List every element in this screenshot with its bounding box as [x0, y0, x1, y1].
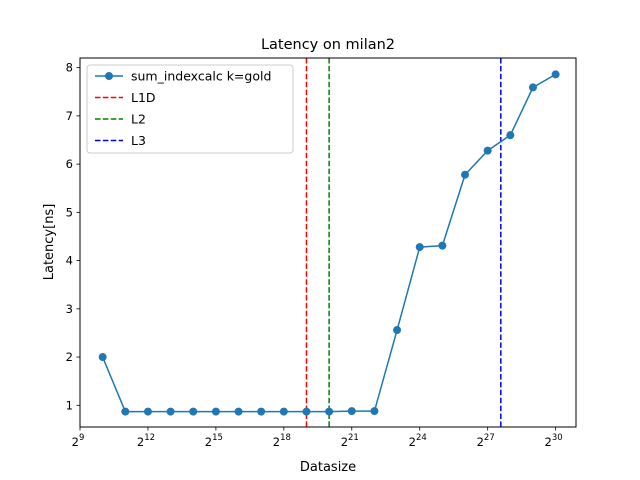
y-tick-label: 8: [66, 61, 73, 75]
y-tick-label: 1: [66, 398, 73, 412]
data-point: [143, 407, 152, 416]
data-point: [325, 407, 334, 416]
legend-label: L1D: [131, 90, 156, 105]
data-point: [370, 407, 379, 416]
data-point: [551, 70, 560, 79]
data-point: [347, 407, 356, 416]
x-tick-label: 29: [72, 433, 85, 449]
x-tick-label: 230: [545, 433, 563, 449]
data-point: [461, 170, 470, 179]
plot-area: [98, 58, 560, 427]
data-point: [393, 326, 402, 335]
legend-marker: [105, 72, 113, 80]
data-point: [211, 407, 220, 416]
y-axis-label: Latency[ns]: [42, 204, 57, 281]
x-axis-ticks: 29 212 215 218 221 224 227 230: [72, 427, 563, 449]
x-tick-label: 215: [205, 433, 223, 449]
x-tick-label: 224: [409, 433, 427, 449]
y-tick-label: 4: [66, 254, 73, 268]
x-tick-label: 221: [341, 433, 359, 449]
y-tick-label: 2: [66, 350, 73, 364]
axes-frame: [79, 57, 577, 428]
x-tick-label: 218: [273, 433, 291, 449]
y-axis-ticks: 1 2 3 4 5 6 7 8: [66, 61, 80, 412]
y-tick-label: 5: [66, 205, 73, 219]
x-axis-label: Datasize: [300, 460, 356, 475]
data-point: [234, 407, 243, 416]
data-point: [528, 83, 537, 92]
data-point: [415, 243, 424, 252]
data-point: [483, 146, 492, 155]
legend-label: L3: [131, 133, 146, 148]
legend-label: sum_indexcalc k=gold: [131, 69, 271, 84]
data-point: [438, 241, 447, 250]
y-tick-label: 6: [66, 157, 73, 171]
data-point: [166, 407, 175, 416]
data-point: [257, 407, 266, 416]
data-point: [506, 131, 515, 140]
x-tick-label: 227: [477, 433, 495, 449]
data-point: [302, 407, 311, 416]
data-point: [189, 407, 198, 416]
legend: sum_indexcalc k=gold L1D L2 L3: [86, 64, 294, 154]
y-tick-label: 3: [66, 302, 73, 316]
legend-box: [86, 64, 294, 154]
data-point: [98, 353, 107, 362]
data-point: [121, 407, 130, 416]
chart-title: Latency on milan2: [261, 37, 395, 53]
y-tick-label: 7: [66, 109, 73, 123]
x-tick-label: 212: [137, 433, 155, 449]
data-point: [279, 407, 288, 416]
legend-label: L2: [131, 112, 146, 127]
